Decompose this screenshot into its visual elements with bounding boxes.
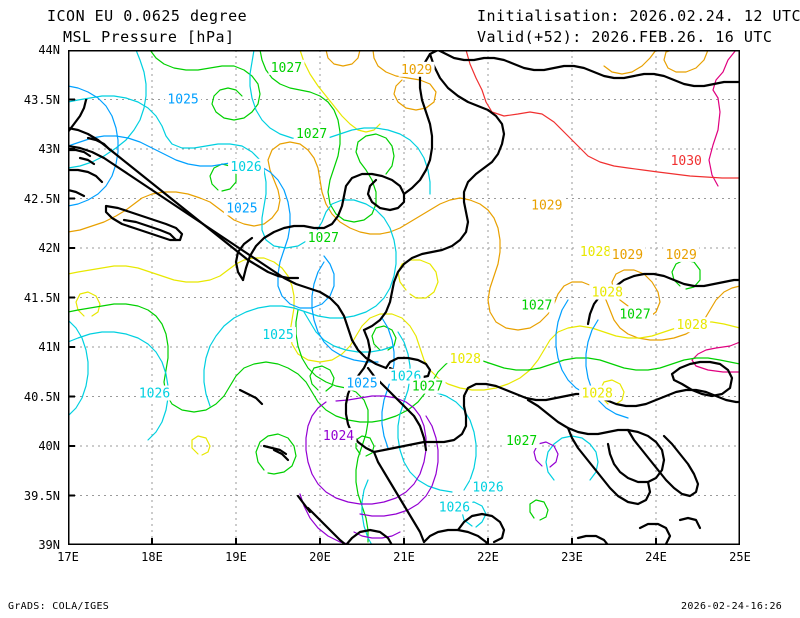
contour-label-mask (268, 59, 305, 75)
field-title: MSL Pressure [hPa] (63, 28, 235, 46)
y-tick-label: 42N (38, 241, 60, 255)
y-tick-label: 43N (38, 142, 60, 156)
contour-label-mask (136, 385, 173, 401)
x-tick-label: 20E (309, 550, 331, 564)
contour-label-mask (447, 350, 484, 366)
contour-label-mask (320, 428, 357, 444)
contour-label-mask (409, 378, 446, 394)
contour-label: 1029 (612, 248, 643, 263)
contour-label: 1027 (619, 307, 650, 322)
contour-label: 1028 (676, 318, 707, 333)
contour-label-mask (305, 230, 342, 246)
contour-label-mask (518, 297, 555, 313)
x-tick-label: 17E (57, 550, 79, 564)
coastline-borders (68, 50, 740, 545)
contour-label: 1027 (308, 231, 339, 246)
contour-label: 1025 (167, 93, 198, 108)
contour-label-mask (293, 126, 330, 142)
contour-label-mask (674, 317, 711, 333)
map-canvas: 1027 1029 1025 1027 1030 1026 1025 1029 1027 1028… (68, 50, 740, 545)
y-tick-label: 41N (38, 340, 60, 354)
contour-value-labels: 1027 1029 1025 1027 1030 1026 1025 1029 1027 1028… (136, 59, 711, 515)
credit-label: GrADS: COLA/IGES (8, 601, 110, 612)
contour-label: 1025 (226, 201, 257, 216)
contour-label: 1027 (506, 434, 537, 449)
y-tick-label: 40.5N (23, 389, 60, 404)
contour-label-mask (503, 433, 540, 449)
x-tick-label: 23E (561, 550, 583, 564)
x-tick-label: 19E (225, 550, 247, 564)
contour-label-mask (579, 385, 616, 401)
valid-time: Valid(+52): 2026.FEB.26. 16 UTC (477, 28, 773, 46)
contour-label-mask (436, 499, 473, 515)
contour-label: 1028 (450, 352, 481, 367)
contour-label: 1030 (671, 154, 702, 169)
contour-label: 1027 (296, 127, 327, 142)
contour-label: 1025 (346, 377, 377, 392)
contour-label-mask (589, 284, 626, 300)
contour-label-mask (228, 158, 265, 174)
contour-label-mask (344, 375, 380, 391)
contour-label-mask (470, 479, 506, 495)
x-tick-label: 24E (645, 550, 667, 564)
contour-label-mask (528, 197, 565, 213)
contour-label: 1028 (582, 387, 613, 402)
contour-label: 1027 (521, 298, 552, 313)
contour-label-mask (398, 61, 435, 77)
model-title: ICON EU 0.0625 degree (47, 7, 248, 25)
map-plot-area: 1027 1029 1025 1027 1030 1026 1025 1029 1027 1028… (24, 43, 751, 564)
contour-label-mask (577, 243, 614, 259)
x-tick-label: 21E (393, 550, 415, 564)
timestamp-label: 2026-02-24-16:26 (681, 601, 783, 612)
y-tick-label: 41.5N (23, 290, 60, 305)
contour-label-mask (663, 246, 700, 262)
contour-label: 1027 (271, 61, 302, 76)
contour-label-mask (668, 152, 705, 168)
contour-label: 1029 (401, 63, 432, 78)
contour-label: 1025 (262, 328, 293, 343)
contour-label: 1029 (666, 248, 697, 263)
y-tick-label: 39.5N (23, 488, 60, 503)
contour-label: 1026 (439, 500, 470, 515)
contour-label-mask (260, 327, 296, 343)
contour-label: 1028 (580, 245, 611, 260)
contour-label: 1028 (592, 286, 623, 301)
contour-label-mask (165, 91, 202, 107)
y-tick-label: 40N (38, 439, 60, 453)
contour-label: 1026 (472, 481, 503, 496)
contour-label-mask (609, 246, 646, 262)
y-tick-label: 42.5N (23, 191, 60, 206)
contour-label: 1026 (139, 387, 170, 402)
y-tick-label: 39N (38, 538, 60, 552)
contour-label: 1024 (323, 429, 354, 444)
contour-label-mask (223, 200, 260, 216)
y-tick-label: 43.5N (23, 92, 60, 107)
contour-label: 1026 (230, 160, 261, 175)
contour-label: 1029 (531, 198, 562, 213)
initialisation-time: Initialisation: 2026.02.24. 12 UTC (477, 7, 800, 25)
contour-label: 1027 (412, 380, 443, 395)
y-tick-label: 44N (38, 43, 60, 57)
contour-label-mask (617, 306, 653, 322)
x-tick-label: 18E (141, 550, 163, 564)
x-tick-label: 25E (729, 550, 751, 564)
x-tick-label: 22E (477, 550, 499, 564)
